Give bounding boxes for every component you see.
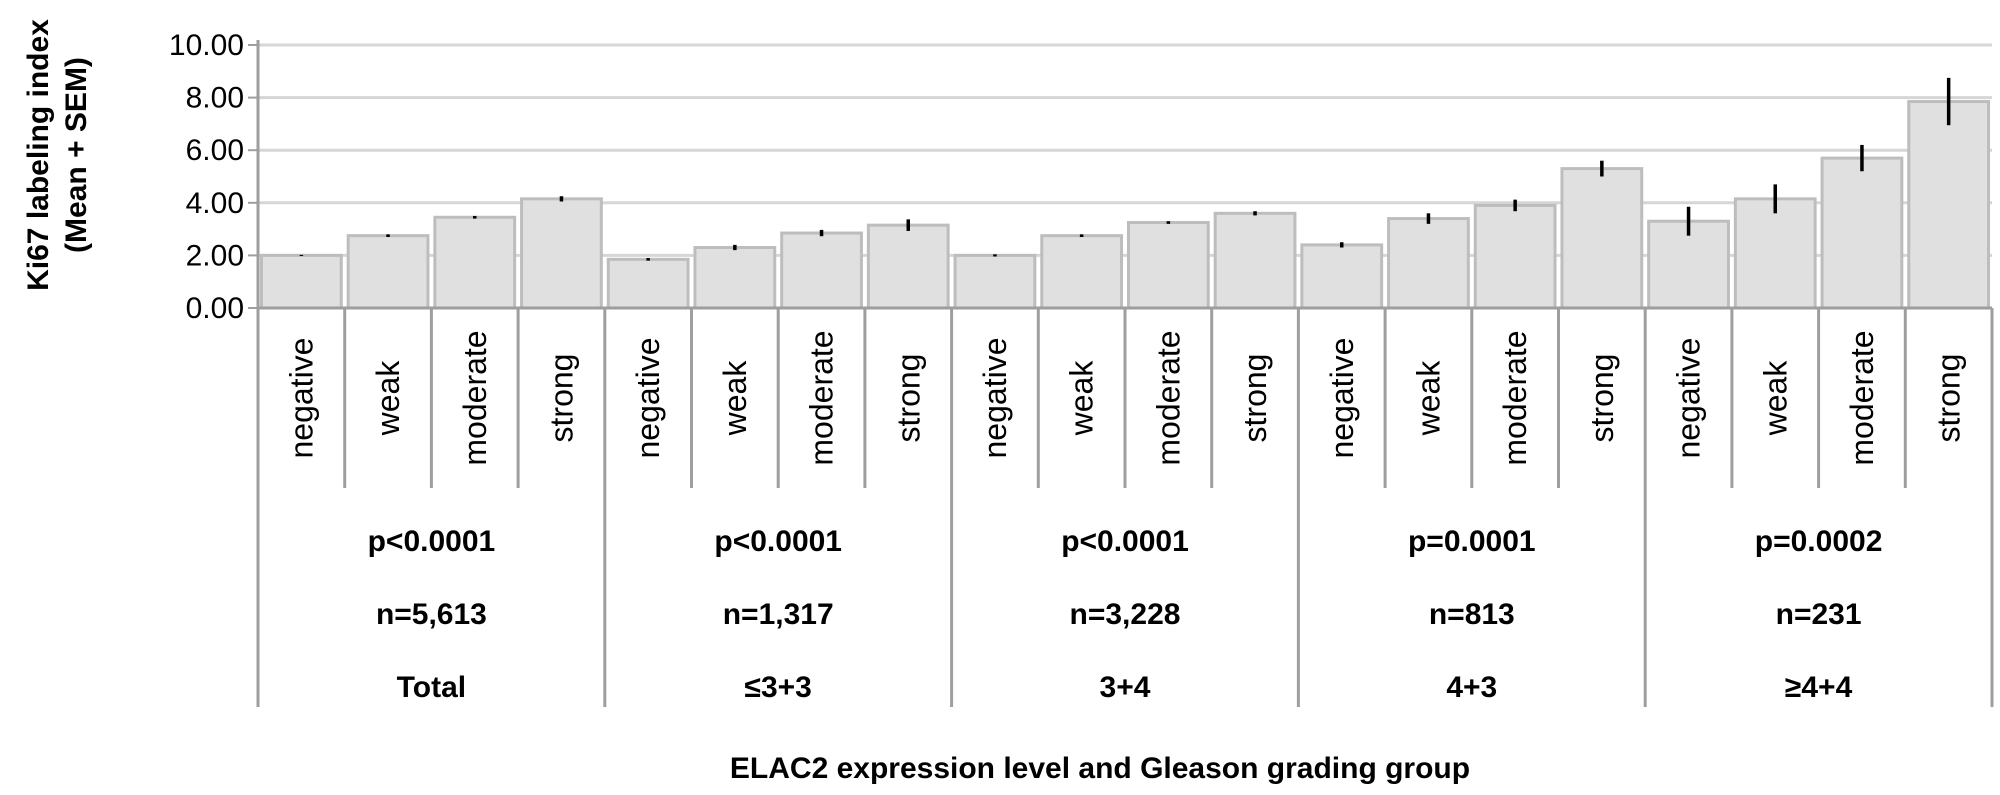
p-value-label: p<0.0001 xyxy=(368,525,496,558)
group-name-label: 4+3 xyxy=(1446,671,1497,704)
bar xyxy=(433,215,517,310)
group-name-label: ≥4+4 xyxy=(1785,671,1853,704)
y-tick-label: 0.00 xyxy=(186,292,244,325)
bar xyxy=(259,253,343,310)
bar xyxy=(1820,156,1904,310)
category-label: moderate xyxy=(1844,330,1880,465)
p-value-label: p<0.0001 xyxy=(714,525,842,558)
n-count-label: n=3,228 xyxy=(1070,598,1181,631)
x-axis-label: ELAC2 expression level and Gleason gradi… xyxy=(730,752,1470,785)
bar xyxy=(1300,243,1384,310)
n-count-label: n=5,613 xyxy=(376,598,487,631)
n-count-label: n=813 xyxy=(1429,598,1515,631)
category-label: moderate xyxy=(1497,330,1533,465)
bar xyxy=(780,231,863,310)
category-label: strong xyxy=(1237,354,1273,443)
y-axis-label-line-2: (Mean + SEM) xyxy=(60,57,93,253)
bar xyxy=(866,223,950,310)
category-table: negative weak moderate strong p<0.0001 n=5,61… xyxy=(256,306,1994,707)
category-label: weak xyxy=(1757,360,1793,437)
bars xyxy=(259,77,1991,310)
n-count-label: n=231 xyxy=(1776,598,1862,631)
bar xyxy=(606,257,690,310)
category-label: strong xyxy=(890,354,926,443)
gridlines xyxy=(258,43,1992,257)
bar xyxy=(346,234,430,310)
category-label: strong xyxy=(1584,354,1620,443)
bar xyxy=(1733,197,1817,310)
p-value-label: p<0.0001 xyxy=(1061,525,1189,558)
category-label: negative xyxy=(977,338,1013,459)
bar xyxy=(1473,203,1557,310)
bar xyxy=(1387,217,1470,310)
category-label: strong xyxy=(1931,354,1967,443)
y-tick-label: 10.00 xyxy=(169,29,244,62)
bar xyxy=(1213,211,1297,310)
category-label: moderate xyxy=(1150,330,1186,465)
y-tick-label: 8.00 xyxy=(186,82,244,115)
group-name-label: Total xyxy=(397,671,466,704)
y-axis-label-line-1: Ki67 labeling index xyxy=(22,19,55,291)
category-label: negative xyxy=(630,338,666,459)
category-label: negative xyxy=(1671,338,1707,459)
bar xyxy=(693,246,777,310)
bar xyxy=(953,253,1037,310)
y-tick-label: 4.00 xyxy=(186,187,244,220)
y-tick-label: 2.00 xyxy=(186,239,244,272)
category-label: moderate xyxy=(457,330,493,465)
y-axis-ticks: 0.00 2.00 4.00 6.00 8.00 10.00 xyxy=(169,29,260,325)
category-label: strong xyxy=(543,354,579,443)
category-label: negative xyxy=(1324,338,1360,459)
p-value-label: p=0.0001 xyxy=(1408,525,1536,558)
y-axis-label: Ki67 labeling index (Mean + SEM) xyxy=(22,19,93,291)
category-label: weak xyxy=(1064,360,1100,437)
bar xyxy=(1040,234,1124,310)
category-label: weak xyxy=(717,360,753,437)
bar xyxy=(1560,167,1644,310)
category-label: weak xyxy=(1410,360,1446,437)
category-label: weak xyxy=(370,360,406,437)
bar xyxy=(1126,221,1210,310)
category-label: moderate xyxy=(804,330,840,465)
group-name-label: ≤3+3 xyxy=(745,671,812,704)
bar xyxy=(1907,100,1991,310)
p-value-label: p=0.0002 xyxy=(1755,525,1883,558)
n-count-label: n=1,317 xyxy=(723,598,834,631)
group-name-label: 3+4 xyxy=(1100,671,1151,704)
y-tick-label: 6.00 xyxy=(186,134,244,167)
bar xyxy=(520,197,603,310)
category-label: negative xyxy=(283,338,319,459)
